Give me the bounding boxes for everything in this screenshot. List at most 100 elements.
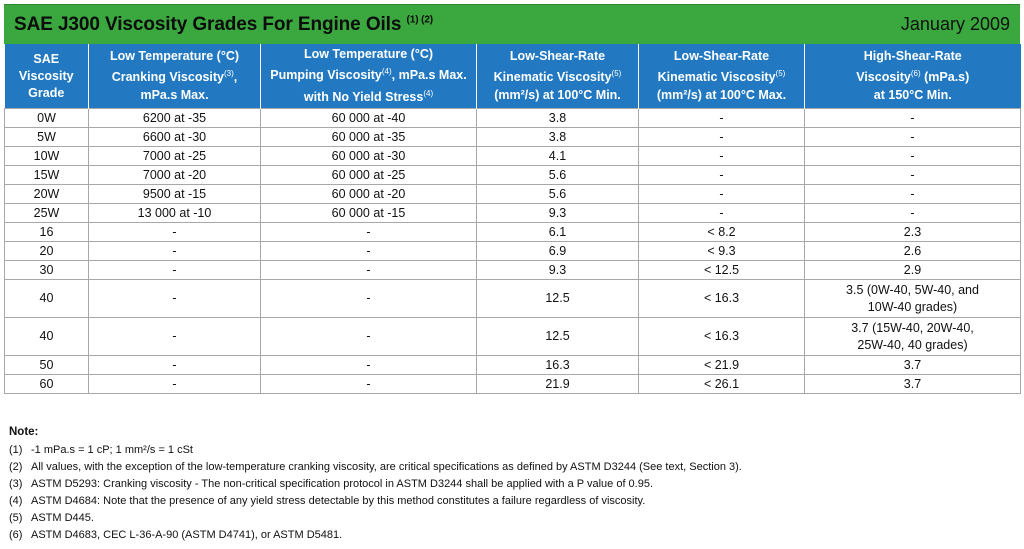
table-cell: -: [88, 374, 261, 394]
header-line: (mPa.s): [920, 70, 970, 85]
note-number: (6): [9, 529, 23, 541]
table-cell: 5W: [4, 127, 89, 147]
header-line: at 150°C Min.: [873, 87, 952, 102]
title-banner: SAE J300 Viscosity Grades For Engine Oil…: [4, 4, 1020, 44]
header-line: Kinematic Viscosity: [657, 70, 776, 85]
table-cell: 3.7 (15W-40, 20W-40, 25W-40, 40 grades): [804, 317, 1021, 356]
table-cell: -: [260, 317, 477, 356]
column-header-sae-grade: SAE Viscosity Grade: [4, 44, 89, 109]
table-cell: 9500 at -15: [88, 184, 261, 204]
table-cell: 20: [4, 241, 89, 261]
table-cell: < 9.3: [638, 241, 805, 261]
table-cell: 7000 at -25: [88, 146, 261, 166]
header-line: Viscosity: [18, 68, 74, 83]
table-row: 40- -12.5 < 16.3 3.5 (0W-40, 5W-40, and 10W…: [4, 279, 1021, 318]
header-line: Grade: [28, 85, 65, 100]
column-header-pumping-viscosity: Low Temperature (°C) Pumping Viscosity (4…: [260, 44, 477, 109]
table-header-row: SAE Viscosity Grade Low Temperature (°C)…: [4, 44, 1021, 109]
table-cell: 7000 at -20: [88, 165, 261, 185]
note-item: (1) -1 mPa.s = 1 cP; 1 mm²/s = 1 cSt: [9, 442, 742, 459]
table-row: 16- -6.1 < 8.2 2.3: [4, 222, 1021, 242]
page-title: SAE J300 Viscosity Grades For Engine Oil…: [14, 14, 433, 36]
table-cell: < 16.3: [638, 317, 805, 356]
note-number: (4): [9, 495, 23, 507]
document-frame: SAE J300 Viscosity Grades For Engine Oil…: [4, 4, 1021, 541]
table-cell: 20W: [4, 184, 89, 204]
table-cell: -: [260, 355, 477, 375]
table-cell: 60 000 at -35: [260, 127, 477, 147]
column-header-kinematic-max: Low-Shear-Rate Kinematic Viscosity(5) (m…: [638, 44, 805, 109]
header-line: Low Temperature (°C): [303, 47, 434, 62]
table-body: 0W 6200 at -35 60 000 at -40 3.8- -5W 6600 at…: [4, 108, 1021, 394]
table-cell: 5.6: [476, 184, 639, 204]
table-cell: 3.8: [476, 108, 639, 128]
table-cell: -: [804, 203, 1021, 223]
table-cell: -: [638, 184, 805, 204]
column-header-cranking-viscosity: Low Temperature (°C) Cranking Viscosity(…: [88, 44, 261, 109]
header-line: Pumping Viscosity: [270, 68, 382, 83]
table-cell: 60 000 at -25: [260, 165, 477, 185]
table-cell: -: [260, 241, 477, 261]
table-cell: -: [88, 279, 261, 318]
table-row: 50- -16.3 < 21.9 3.7: [4, 355, 1021, 375]
note-number: (3): [9, 478, 23, 490]
header-footnote-ref: (4): [423, 88, 434, 98]
table-cell: 12.5: [476, 317, 639, 356]
header-footnote-ref: (3): [224, 69, 234, 79]
header-line: Low-Shear-Rate: [673, 49, 770, 64]
table-row: 5W 6600 at -30 60 000 at -35 3.8- -: [4, 127, 1021, 147]
table-cell: 3.7: [804, 355, 1021, 375]
table-row: 40- -12.5 < 16.3 3.7 (15W-40, 20W-40, 25W-4…: [4, 317, 1021, 356]
table-cell: 40: [4, 279, 89, 318]
date-label: January 2009: [900, 14, 1010, 34]
table-cell: -: [638, 203, 805, 223]
header-line: Low-Shear-Rate: [509, 49, 606, 64]
table-cell: 50: [4, 355, 89, 375]
note-text: ASTM D445.: [31, 512, 94, 524]
table-cell: -: [88, 222, 261, 242]
note-number: (1): [9, 444, 23, 456]
table-cell: 60 000 at -30: [260, 146, 477, 166]
table-cell: -: [88, 317, 261, 356]
table-cell: -: [804, 127, 1021, 147]
header-line: SAE: [33, 51, 60, 66]
note-text: All values, with the exception of the lo…: [31, 461, 742, 473]
note-item: (6) ASTM D4683, CEC L-36-A-90 (ASTM D4741…: [9, 527, 742, 544]
table-cell: -: [260, 222, 477, 242]
table-cell: < 8.2: [638, 222, 805, 242]
note-text: ASTM D4683, CEC L-36-A-90 (ASTM D4741), …: [31, 529, 343, 541]
table-cell: 9.3: [476, 260, 639, 280]
header-line: with No Yield Stress: [303, 89, 424, 104]
title-footnote-refs: (1) (2): [406, 14, 434, 26]
table-cell: -: [260, 260, 477, 280]
note-item: (2) All values, with the exception of the…: [9, 459, 742, 476]
table-cell: < 16.3: [638, 279, 805, 318]
table-cell: 15W: [4, 165, 89, 185]
table-cell: -: [88, 355, 261, 375]
header-line: (mm²/s) at 100°C Min.: [494, 87, 621, 102]
table-cell: -: [804, 108, 1021, 128]
table-row: 20W 9500 at -15 60 000 at -20 5.6- -: [4, 184, 1021, 204]
table-cell: -: [638, 127, 805, 147]
column-header-kinematic-min: Low-Shear-Rate Kinematic Viscosity(5) (m…: [476, 44, 639, 109]
table-cell: 60: [4, 374, 89, 394]
header-line: Kinematic Viscosity: [493, 70, 612, 85]
table-row: 25W 13 000 at -10 60 000 at -15 9.3- -: [4, 203, 1021, 223]
header-footnote-ref: (5): [611, 69, 622, 79]
note-number: (5): [9, 512, 23, 524]
table-cell: -: [804, 165, 1021, 185]
table-row: 20- -6.9 < 9.3 2.6: [4, 241, 1021, 261]
table-cell: < 26.1: [638, 374, 805, 394]
table-cell: 9.3: [476, 203, 639, 223]
table-cell: -: [638, 108, 805, 128]
table-cell: 3.5 (0W-40, 5W-40, and 10W-40 grades): [804, 279, 1021, 318]
note-text: ASTM D4684: Note that the presence of an…: [31, 495, 646, 507]
table-cell: 4.1: [476, 146, 639, 166]
table-cell: 10W: [4, 146, 89, 166]
note-text: -1 mPa.s = 1 cP; 1 mm²/s = 1 cSt: [31, 444, 193, 456]
header-line: High-Shear-Rate: [863, 49, 962, 64]
table-cell: 3.7: [804, 374, 1021, 394]
table-cell: 60 000 at -20: [260, 184, 477, 204]
header-footnote-ref: (6): [910, 69, 921, 79]
table-cell: 6600 at -30: [88, 127, 261, 147]
